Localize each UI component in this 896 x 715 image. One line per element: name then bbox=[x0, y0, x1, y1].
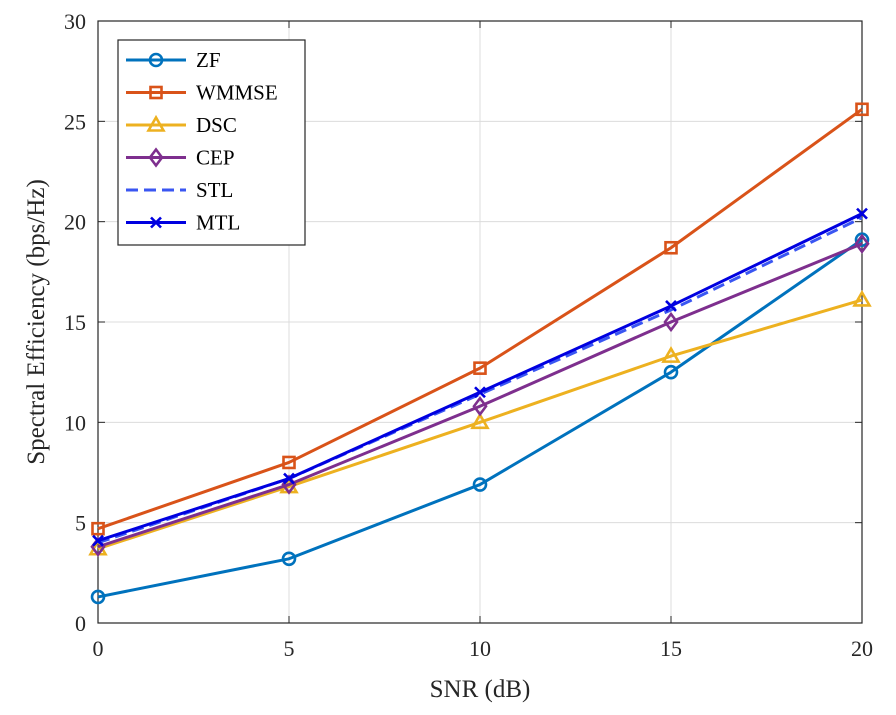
y-tick-label: 20 bbox=[64, 210, 86, 235]
legend-item-zf: ZF bbox=[126, 48, 221, 72]
legend-label: ZF bbox=[196, 48, 221, 72]
series bbox=[88, 102, 872, 605]
legend-item-mtl: MTL bbox=[126, 211, 240, 235]
legend-marker bbox=[148, 147, 164, 168]
series-line-cep bbox=[97, 242, 863, 549]
legend-item-dsc: DSC bbox=[126, 113, 237, 137]
data-point-wmmse bbox=[664, 240, 678, 255]
y-tick-label: 30 bbox=[64, 9, 86, 34]
y-tick-label: 5 bbox=[75, 511, 86, 536]
series-line-wmmse bbox=[97, 108, 863, 531]
x-tick-label: 15 bbox=[660, 636, 682, 661]
data-point-zf bbox=[663, 364, 679, 380]
legend: ZF WMMSE DSC CEP STL MTL bbox=[117, 39, 306, 246]
data-point-zf bbox=[281, 551, 297, 567]
data-point-wmmse bbox=[855, 102, 869, 117]
legend-item-wmmse: WMMSE bbox=[126, 81, 278, 105]
legend-box bbox=[117, 39, 306, 246]
data-point-wmmse bbox=[282, 455, 296, 470]
data-point-dsc bbox=[470, 412, 490, 430]
x-tick-label: 5 bbox=[284, 636, 295, 661]
data-point-mtl bbox=[283, 472, 295, 485]
data-point-zf bbox=[90, 589, 106, 605]
data-point-cep bbox=[663, 311, 679, 333]
y-axis-title: Spectral Efficiency (bps/Hz) bbox=[23, 179, 50, 465]
legend-marker bbox=[146, 114, 166, 132]
y-tick-label: 0 bbox=[75, 611, 86, 636]
legend-marker bbox=[149, 85, 163, 100]
data-point-zf bbox=[472, 477, 488, 492]
legend-marker bbox=[150, 216, 162, 229]
ticks: 0 5 10 15 20 0 5 10 15 20 25 30 bbox=[64, 9, 873, 661]
legend-label: DSC bbox=[196, 113, 237, 137]
data-point-mtl bbox=[665, 300, 677, 312]
legend-label: WMMSE bbox=[196, 81, 278, 105]
data-point-cep bbox=[854, 233, 870, 254]
legend-item-cep: CEP bbox=[126, 146, 235, 170]
x-tick-label: 0 bbox=[93, 636, 104, 661]
data-point-dsc bbox=[852, 289, 872, 307]
series-line-zf bbox=[97, 238, 863, 599]
legend-label: STL bbox=[196, 178, 233, 202]
data-point-dsc bbox=[661, 346, 681, 363]
data-point-mtl bbox=[474, 386, 486, 399]
data-point-wmmse bbox=[91, 521, 105, 536]
x-tick-label: 10 bbox=[469, 636, 491, 661]
series-line-dsc bbox=[97, 298, 863, 551]
data-point-mtl bbox=[92, 534, 104, 547]
y-tick-label: 15 bbox=[64, 310, 86, 335]
data-point-cep bbox=[472, 396, 488, 417]
legend-marker bbox=[148, 52, 164, 68]
series-mtl bbox=[92, 207, 868, 547]
x-tick-label: 20 bbox=[851, 636, 873, 661]
data-point-mtl bbox=[856, 207, 868, 220]
legend-label: CEP bbox=[196, 146, 235, 170]
legend-item-stl: STL bbox=[126, 178, 233, 202]
x-axis-title: SNR (dB) bbox=[430, 676, 531, 703]
y-tick-label: 10 bbox=[64, 410, 86, 435]
y-tick-label: 25 bbox=[64, 109, 86, 134]
series-wmmse bbox=[91, 102, 869, 536]
legend-label: MTL bbox=[196, 211, 240, 235]
data-point-wmmse bbox=[473, 361, 487, 375]
